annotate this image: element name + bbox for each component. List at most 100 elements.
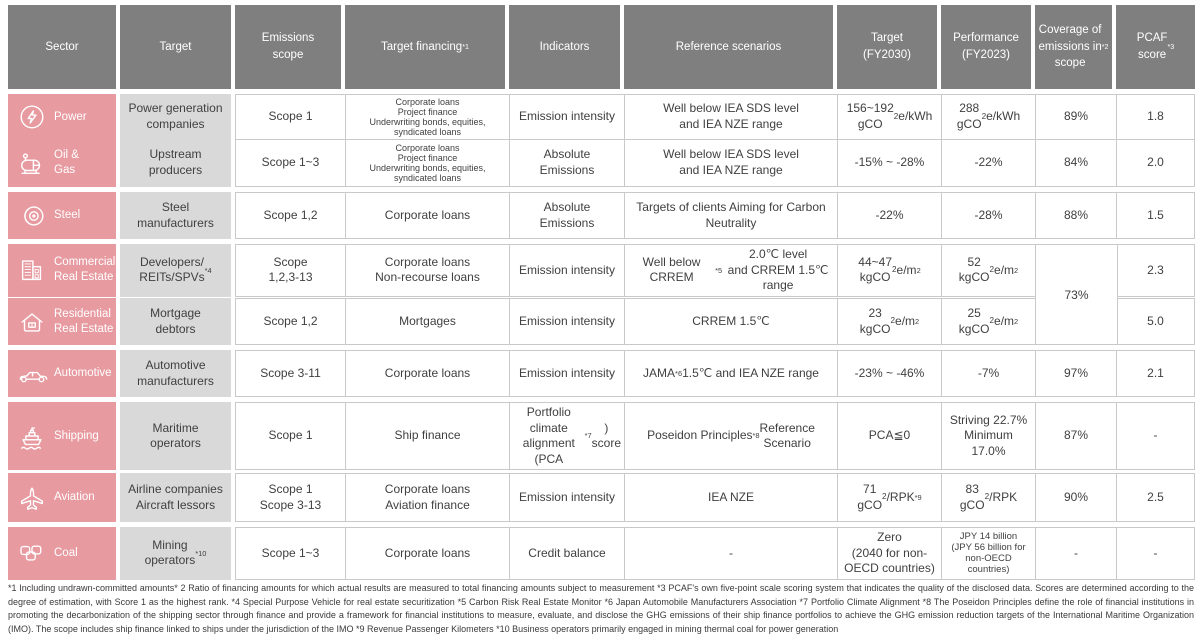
target-cell: Upstream producers xyxy=(120,139,231,187)
reference-scenarios-cell: Targets of clients Aiming for Carbon Neut… xyxy=(625,193,838,238)
reference-scenarios-cell: JAMA *6 1.5℃ and IEA NZE range xyxy=(625,351,838,396)
emissions-scope-cell: Scope 3-11 xyxy=(236,351,346,396)
emissions-scope-cell: Scope 1 xyxy=(236,403,346,470)
target-cell: Mining operators *10 xyxy=(120,527,231,580)
header-target-financing: Target financing *1 xyxy=(345,5,505,89)
target-fy2030-cell: -23% ~ -46% xyxy=(838,351,942,396)
indicators-cell: Emission intensity xyxy=(510,95,625,139)
target-cell: Maritime operators xyxy=(120,402,231,471)
pcaf-score-cell: 2.3 xyxy=(1147,262,1164,277)
row-data-panel: Scope 1,2 Corporate loans Absolute Emissi… xyxy=(235,192,1195,239)
sector-cell-steel: Steel xyxy=(8,192,116,239)
sector-cell-commercial-real-estate: Commercial Real Estate xyxy=(8,244,116,297)
reference-scenarios-cell: Well below IEA SDS level and IEA NZE rang… xyxy=(625,140,838,186)
target-fy2030-cell: 44~47 kgCO 2 e/m 2 xyxy=(838,245,942,296)
target-financing-cell: Corporate loans xyxy=(346,351,510,396)
pcaf-score-cell: - xyxy=(1153,428,1158,443)
row-data-panel: Scope 1 Ship finance Portfolio climate al… xyxy=(235,402,1195,471)
pcaf-score-cell: - xyxy=(1153,545,1158,560)
performance-fy2023-cell: 288 gCO 2 e/kWh xyxy=(942,95,1036,139)
table-row-aviation: Aviation Airline companies Aircraft lesso… xyxy=(8,473,1195,522)
sector-cell-shipping: Shipping xyxy=(8,402,116,471)
indicators-cell: Emission intensity xyxy=(510,351,625,396)
reference-scenarios-cell: CRREM 1.5℃ xyxy=(625,299,838,344)
header-performance-fy2023: Performance (FY2023) xyxy=(941,5,1031,89)
sector-label: Steel xyxy=(54,209,81,222)
reference-scenarios-cell: Well below IEA SDS level and IEA NZE rang… xyxy=(625,95,838,139)
header-emissions-scope: Emissions scope xyxy=(235,5,341,89)
target-financing-cell: Corporate loans Project finance Underwriti… xyxy=(346,140,510,186)
power-icon xyxy=(17,102,54,132)
indicators-cell: Absolute Emissions xyxy=(510,140,625,186)
pcaf-score-cell: 1.8 xyxy=(1147,109,1164,124)
row-data-panel: Scope 1 Scope 3-13 Corporate loans Aviatio… xyxy=(235,473,1195,522)
sector-label: Coal xyxy=(54,546,78,559)
sector-cell-oil-gas: Oil & Gas xyxy=(8,139,116,187)
indicators-cell: Portfolio climate alignment (PCA *7) score xyxy=(510,403,625,470)
header-sector: Sector xyxy=(8,5,116,89)
coverage-cell: 87% xyxy=(1036,403,1117,470)
emissions-scope-cell: Scope 1,2 xyxy=(236,193,346,238)
table-row-steel: Steel Steel manufacturers Scope 1,2 Corpo… xyxy=(8,192,1195,239)
emissions-scope-cell: Scope 1,2 xyxy=(236,299,346,344)
table-row-commercial-real-estate: Commercial Real Estate Developers/REITs/S… xyxy=(8,244,1195,297)
pcaf-score-cell: 1.5 xyxy=(1147,207,1164,222)
row-data-panel: Scope 1~3 Corporate loans Credit balance… xyxy=(235,527,1195,580)
target-cell: Mortgage debtors xyxy=(120,298,231,345)
table-row-automotive: Automotive Automotive manufacturers Scope… xyxy=(8,350,1195,397)
performance-fy2023-cell: -28% xyxy=(942,193,1036,238)
sector-cell-automotive: Automotive xyxy=(8,350,116,397)
performance-fy2023-cell: -22% xyxy=(942,140,1036,186)
target-fy2030-cell: 23 kgCO 2 e/m 2 xyxy=(838,299,942,344)
row-data-panel: Scope 1 Corporate loans Project finance Un… xyxy=(235,94,1195,140)
coverage-cell: 90% xyxy=(1036,474,1117,521)
target-fy2030-cell: -22% xyxy=(838,193,942,238)
header-pcaf-score: PCAF score *3 xyxy=(1116,5,1195,89)
pcaf-score-cell: 5.0 xyxy=(1147,313,1164,328)
footnotes: *1 Including undrawn-committed amounts* … xyxy=(8,583,1194,634)
coverage-cell: 88% xyxy=(1036,193,1117,238)
ship-icon xyxy=(17,420,54,452)
indicators-cell: Emission intensity xyxy=(510,245,625,296)
target-cell: Steel manufacturers xyxy=(120,192,231,239)
header-panel: Emissions scope Target financing *1 Indica… xyxy=(235,5,1195,89)
table-row-shipping: Shipping Maritime operators Scope 1 Ship … xyxy=(8,402,1195,471)
reference-scenarios-cell: IEA NZE xyxy=(625,474,838,521)
target-cell: Airline companies Aircraft lessors xyxy=(120,473,231,522)
coverage-cell: - xyxy=(1036,528,1117,579)
sector-label: Power xyxy=(54,110,87,123)
coverage-cell: 97% xyxy=(1036,351,1117,396)
header-reference-scenarios: Reference scenarios xyxy=(624,5,833,89)
emissions-scope-cell: Scope 1,2,3-13 xyxy=(236,245,346,296)
sector-cell-residential-real-estate: Residential Real Estate xyxy=(8,298,116,345)
header-target-fy2030: Target (FY2030) xyxy=(837,5,937,89)
target-financing-cell: Corporate loans Non-recourse loans xyxy=(346,245,510,296)
reference-scenarios-cell: - xyxy=(625,528,838,579)
table-row-coal: Coal Mining operators *10 Scope 1~3 Corpor… xyxy=(8,527,1195,580)
sector-cell-aviation: Aviation xyxy=(8,473,116,522)
target-fy2030-cell: 71 gCO 2/RPK *9 xyxy=(838,474,942,521)
target-fy2030-cell: 156~192 gCO 2 e/kWh xyxy=(838,95,942,139)
emissions-scope-cell: Scope 1 xyxy=(236,95,346,139)
target-financing-cell: Corporate loans Aviation finance xyxy=(346,474,510,521)
merged-coverage-cell: 73% xyxy=(1035,245,1118,344)
sector-label: Shipping xyxy=(54,429,99,442)
pcaf-score-cell: 2.0 xyxy=(1147,155,1164,170)
performance-fy2023-cell: 52 kgCO 2 e/m 2 xyxy=(942,245,1036,296)
target-fy2030-cell: -15% ~ -28% xyxy=(838,140,942,186)
indicators-cell: Emission intensity xyxy=(510,299,625,344)
target-financing-cell: Ship finance xyxy=(346,403,510,470)
header-coverage: Coverage of emissions in scope *2 xyxy=(1035,5,1112,89)
row-data-panel: Scope 1~3 Corporate loans Project finance… xyxy=(235,139,1195,187)
sector-label: Oil & Gas xyxy=(54,149,79,176)
performance-fy2023-cell: 83 gCO 2/RPK xyxy=(942,474,1036,521)
target-cell: Power generation companies xyxy=(120,94,231,140)
sector-label: Automotive xyxy=(54,367,112,380)
performance-fy2023-cell: -7% xyxy=(942,351,1036,396)
coverage-cell: 84% xyxy=(1036,140,1117,186)
emissions-scope-cell: Scope 1~3 xyxy=(236,528,346,579)
sector-cell-coal: Coal xyxy=(8,527,116,580)
header-target: Target xyxy=(120,5,231,89)
target-cell: Developers/REITs/SPVs *4 xyxy=(120,244,231,297)
airplane-icon xyxy=(17,483,54,513)
